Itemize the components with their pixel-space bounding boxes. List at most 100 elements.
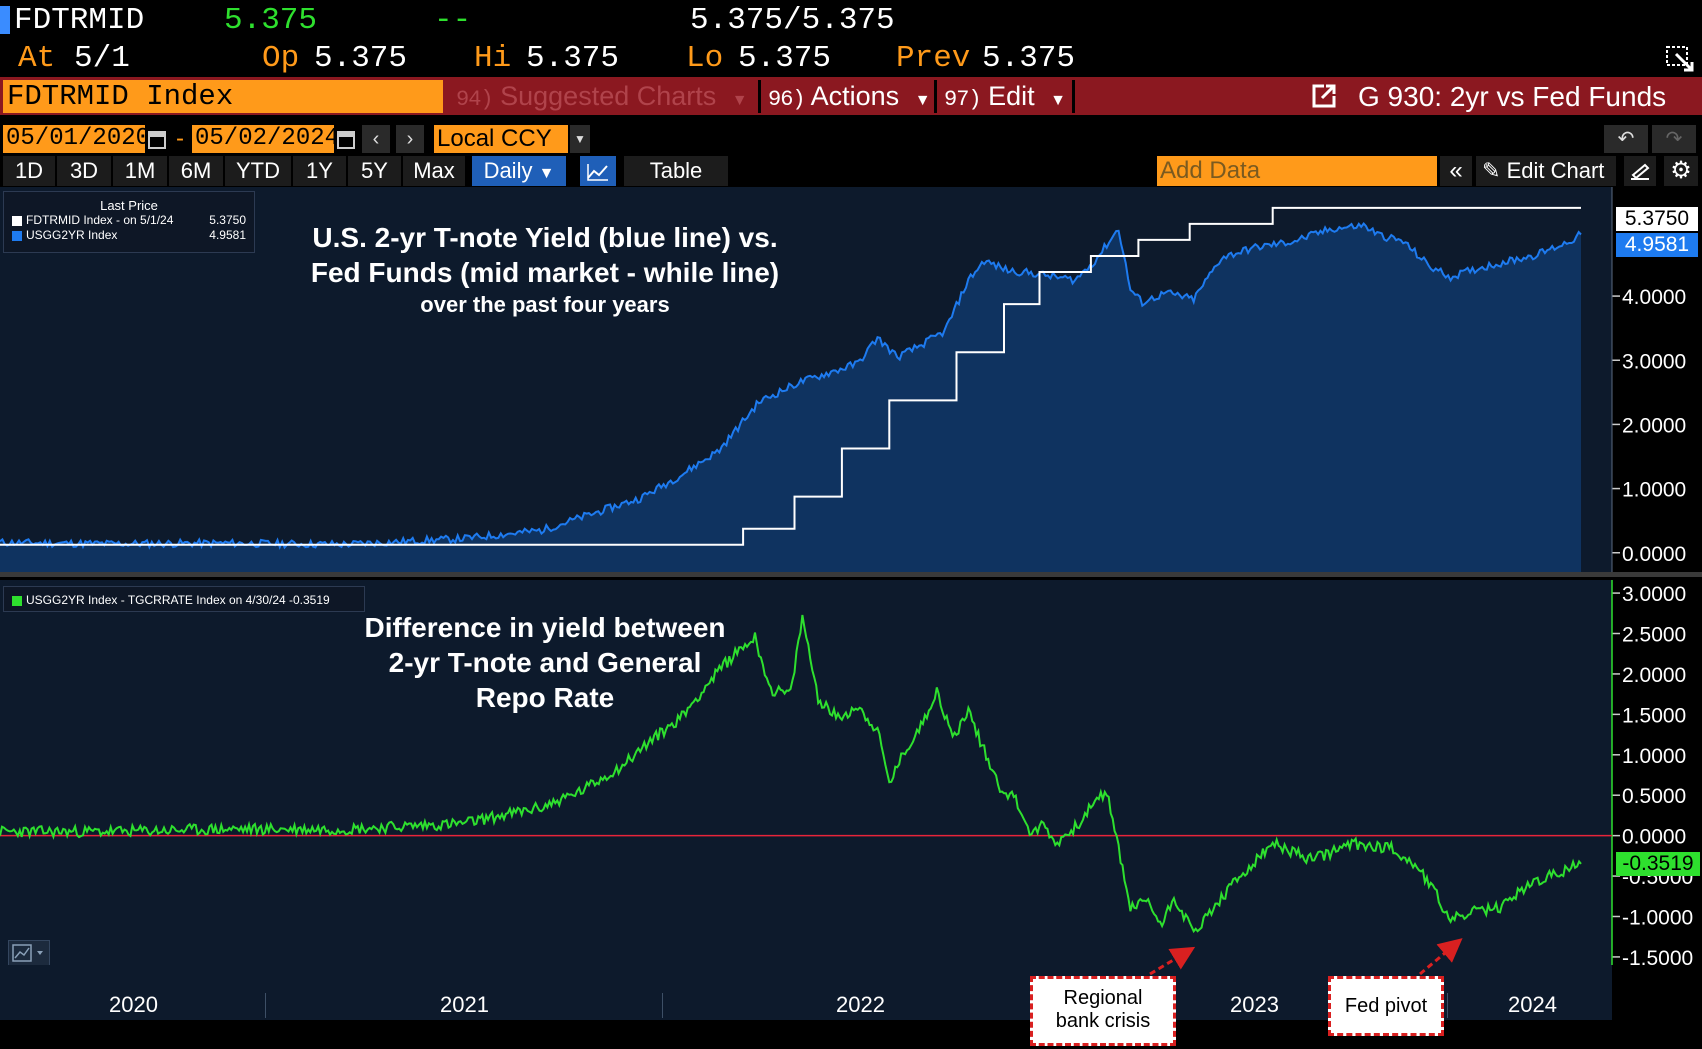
suggested-charts-num: 94) [456,87,494,112]
legend-swatch-blue [12,230,22,241]
yield-vs-fed-funds-chart[interactable]: 0.0000 1.0000 2.0000 3.0000 4.0000 [0,187,1702,577]
at-label: At [18,41,56,76]
top-legend: Last Price FDTRMID Index - on 5/1/24 5.3… [3,191,255,253]
top-annotation: U.S. 2-yr T-note Yield (blue line) vs. F… [260,220,830,320]
spread-last-tag: -0.3519 [1616,852,1700,876]
period-tab-1d[interactable]: 1D [3,156,55,186]
actions-label: Actions [810,81,900,111]
prev-label: Prev [896,41,971,76]
callout-line: bank crisis [1055,1010,1151,1032]
y-tick-label: 1.0000 [1622,479,1686,502]
period-tab-5y[interactable]: 5Y [348,156,401,186]
annotation-line: U.S. 2-yr T-note Yield (blue line) vs. [312,222,778,253]
x-tick-label: 2020 [109,992,158,1017]
end-date-input[interactable]: 05/02/2024 [192,125,339,153]
chart-style-icon[interactable] [8,940,50,966]
callout-line: Fed pivot [1344,995,1428,1017]
suggested-charts-label: Suggested Charts [500,81,717,111]
gear-icon[interactable]: ⚙ [1664,156,1698,186]
x-tick-label: 2024 [1508,992,1557,1017]
y-tick-label: 2.5000 [1622,624,1686,647]
actions-num: 96) [768,87,806,112]
legend-value: 5.3750 [209,213,246,227]
chevron-down-icon: ▼ [731,92,748,109]
calendar-icon[interactable] [148,129,166,149]
yield-last-tag: 4.9581 [1616,233,1698,257]
y-tick-label: 2.0000 [1622,414,1686,437]
period-tab-1y[interactable]: 1Y [293,156,346,186]
suggested-charts-button[interactable]: 94) Suggested Charts ▼ [450,80,756,113]
undo-icon[interactable]: ↶ [1604,125,1648,153]
last-price: 5.375 [224,3,318,38]
y-tick-label: 0.5000 [1622,785,1686,808]
calendar-icon[interactable] [337,129,355,149]
annotation-line: Repo Rate [475,682,615,713]
annotate-icon[interactable] [1624,156,1656,186]
date-separator: - [176,125,184,152]
y-tick-label: 0.0000 [1622,826,1686,849]
chevron-down-icon[interactable]: ▼ [570,125,590,153]
chevron-right-icon[interactable]: › [396,125,424,153]
period-tab-3d[interactable]: 3D [57,156,111,186]
annotation-line: Difference in yield between [364,612,726,643]
period-tab-ytd[interactable]: YTD [225,156,291,186]
ticker: FDTRMID [14,3,145,38]
open-label: Op [262,41,300,76]
x-tick-label: 2022 [836,992,885,1017]
plot-area [0,580,1612,965]
external-link-icon[interactable] [1310,82,1338,110]
y-tick-label: 4.0000 [1622,286,1686,309]
menu-divider [1072,80,1075,113]
y-tick-label: -1.5000 [1622,947,1693,965]
spread-chart[interactable]: 3.0000 2.5000 2.0000 1.5000 1.0000 0.5000 0.00… [0,580,1702,965]
currency-select[interactable]: Local CCY [434,125,568,153]
redo-icon[interactable]: ↷ [1652,125,1696,153]
callout-line: Regional [1063,987,1143,1009]
chevron-down-icon: ▼ [1050,92,1067,109]
actions-button[interactable]: 96) Actions ▼ [762,80,932,113]
table-tab[interactable]: Table [624,156,728,186]
chart-title: G 930: 2yr vs Fed Funds [1358,81,1667,112]
edit-button[interactable]: 97) Edit ▼ [938,80,1070,113]
net-change: -- [434,3,472,38]
frequency-select[interactable]: Daily ▼ [472,156,566,186]
regional-bank-crisis-callout: Regional bank crisis [1030,976,1176,1046]
yield-area [0,223,1582,572]
bid-ask: 5.375/5.375 [690,3,895,38]
period-tab-6m[interactable]: 6M [169,156,223,186]
y-tick-label: -1.0000 [1622,906,1693,929]
pencil-icon: ✎ [1482,158,1501,183]
fed-funds-last-tag: 5.3750 [1616,207,1698,231]
edit-chart-button[interactable]: ✎ Edit Chart [1476,156,1616,186]
fed-pivot-callout: Fed pivot [1328,976,1444,1036]
annotation-line: 2-yr T-note and General [388,647,702,678]
legend-value: 4.9581 [209,228,246,242]
y-tick-label: 3.0000 [1622,583,1686,606]
undock-icon[interactable] [1664,44,1696,74]
edit-chart-label: Edit Chart [1506,158,1605,183]
high-label: Hi [474,41,512,76]
y-tick-label: 0.0000 [1622,543,1686,566]
spread-series-line [0,614,1582,934]
edit-num: 97) [944,87,982,112]
x-tick-label: 2021 [440,992,489,1017]
security-field[interactable]: FDTRMID Index [3,80,443,113]
legend-label: USGG2YR Index - TGCRRATE Index on 4/30/2… [26,593,330,607]
period-tab-max[interactable]: Max [403,156,465,186]
collapse-icon[interactable]: « [1440,156,1472,186]
y-tick-label: 1.0000 [1622,745,1686,768]
add-data-input[interactable]: Add Data [1157,156,1437,186]
fed-funds-series-line [0,206,1581,546]
legend-header: Last Price [100,198,158,213]
legend-row-fed-funds: FDTRMID Index - on 5/1/24 5.3750 [12,213,254,228]
period-tab-1m[interactable]: 1M [113,156,167,186]
y-tick-label: 3.0000 [1622,350,1686,373]
at-value: 5/1 [74,41,130,76]
chevron-left-icon[interactable]: ‹ [362,125,390,153]
start-date-input[interactable]: 05/01/2020 [3,125,150,153]
chart-type-button[interactable] [580,156,616,186]
low-value: 5.375 [738,41,832,76]
y-tick-label: 1.5000 [1622,704,1686,727]
menu-divider [934,80,937,113]
year-divider [662,993,663,1018]
